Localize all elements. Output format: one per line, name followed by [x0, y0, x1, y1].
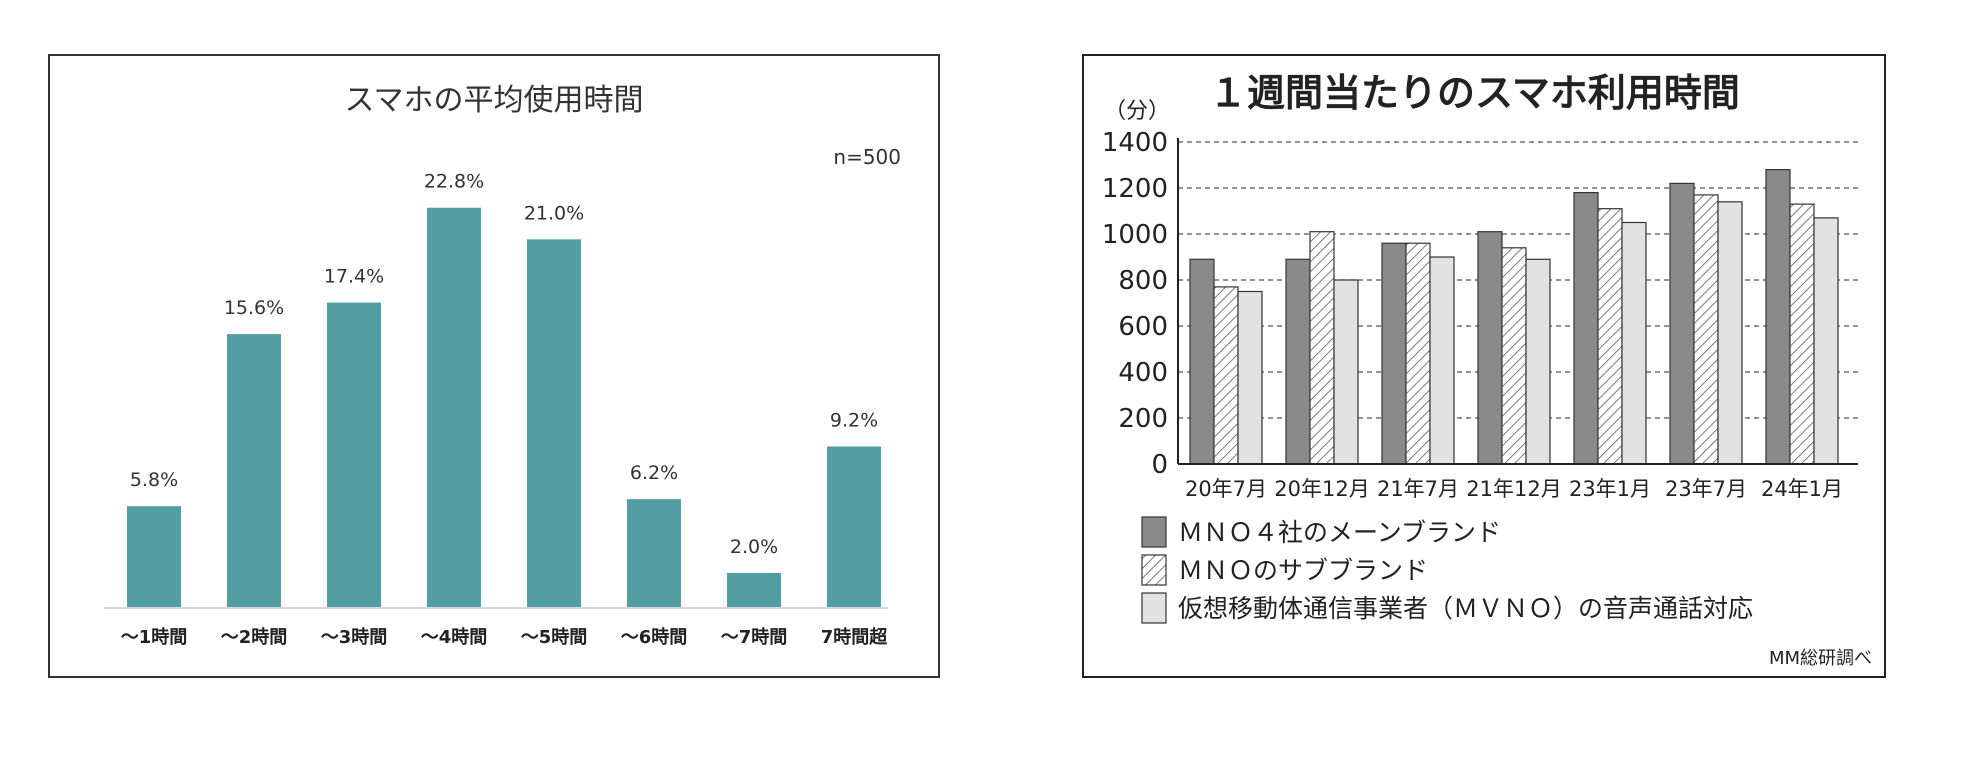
- chart1-bar: [327, 302, 381, 608]
- chart1-bar: [627, 499, 681, 608]
- chart2-bar: [1525, 258, 1551, 465]
- chart1-value-label: 15.6%: [224, 297, 284, 319]
- chart1-bar: [227, 334, 281, 608]
- chart2-y-unit-label: （分）: [1104, 99, 1170, 124]
- chart2-bar: [1477, 231, 1503, 465]
- chart2-x-tick-label: 23年7月: [1665, 477, 1747, 501]
- chart1-category-label: 〜4時間: [421, 627, 488, 648]
- chart2-bar: [1309, 231, 1335, 465]
- chart2-y-tick-label: 800: [1118, 266, 1168, 296]
- chart2-bar: [1213, 286, 1239, 465]
- chart1-bar: [427, 207, 481, 608]
- chart1-value-label: 5.8%: [130, 469, 178, 491]
- chart1-category-label: 〜1時間: [121, 627, 188, 648]
- chart2-bar: [1597, 208, 1623, 465]
- chart2-x-tick-label: 21年7月: [1377, 477, 1459, 501]
- chart2-bar: [1381, 242, 1407, 465]
- chart2-x-tick-label: 20年7月: [1185, 477, 1267, 501]
- chart1-bar: [527, 239, 581, 609]
- chart1-value-label: 6.2%: [630, 462, 678, 484]
- chart1-value-label: 17.4%: [324, 266, 384, 288]
- chart2-x-tick-label: 23年1月: [1569, 477, 1651, 501]
- chart2-bar: [1693, 194, 1719, 465]
- chart2-bar: [1621, 221, 1647, 465]
- chart2-legend-label: 仮想移動体通信事業者（ＭＶＮＯ）の音声通話対応: [1178, 594, 1753, 623]
- chart2-bar: [1813, 217, 1839, 465]
- chart2-y-tick-label: 400: [1118, 358, 1168, 388]
- chart2-x-tick-label: 21年12月: [1466, 477, 1561, 501]
- chart1-category-label: 〜3時間: [321, 627, 388, 648]
- chart2-bar: [1405, 242, 1431, 465]
- usage-histogram-chart: スマホの平均使用時間 n=500 5.8% 〜1時間 15.6% 〜2時間 17.4% 〜…: [48, 54, 940, 678]
- chart1-value-label: 9.2%: [830, 409, 878, 431]
- chart1-category-label: 〜2時間: [221, 627, 288, 648]
- chart2-bar: [1717, 201, 1743, 465]
- chart2-bar: [1669, 182, 1695, 465]
- chart2-y-tick-label: 1200: [1102, 174, 1168, 204]
- chart2-bar: [1285, 258, 1311, 465]
- chart1-sample-size: n=500: [833, 145, 901, 169]
- chart2-legend-label: ＭＮＯ４社のメーンブランド: [1178, 518, 1501, 547]
- chart1-title: スマホの平均使用時間: [344, 83, 643, 118]
- chart2-bar: [1333, 279, 1359, 465]
- chart2-bar: [1789, 203, 1815, 465]
- chart2-bar: [1501, 247, 1527, 465]
- weekly-usage-chart: １週間当たりのスマホ利用時間 （分） 0 200 400 600 800 1000 1200…: [1082, 54, 1886, 678]
- chart2-x-tick-label: 20年12月: [1274, 477, 1369, 501]
- chart1-category-label: 〜7時間: [721, 627, 788, 648]
- chart1-bar: [727, 572, 781, 608]
- chart1-bar: [127, 506, 181, 608]
- chart1-value-label: 2.0%: [730, 536, 778, 558]
- chart2-y-tick-label: 200: [1118, 404, 1168, 434]
- chart1-bar: [827, 446, 881, 608]
- chart2-bar: [1573, 192, 1599, 465]
- chart2-bar: [1429, 256, 1455, 465]
- chart2-title: １週間当たりのスマホ利用時間: [1209, 71, 1740, 115]
- chart2-bar: [1237, 290, 1263, 465]
- chart1-value-label: 22.8%: [424, 171, 484, 193]
- chart2-legend-label: ＭＮＯのサブブランド: [1178, 556, 1428, 585]
- chart2-bar: [1765, 168, 1791, 465]
- chart2-y-tick-label: 1400: [1102, 128, 1168, 158]
- chart1-category-label: 〜6時間: [621, 627, 688, 648]
- chart2-y-tick-label: 600: [1118, 312, 1168, 342]
- chart2-source-note: MM総研調べ: [1769, 648, 1872, 669]
- chart2-y-tick-label: 0: [1151, 450, 1168, 480]
- chart1-category-label: 〜5時間: [521, 627, 588, 648]
- chart2-y-tick-label: 1000: [1102, 220, 1168, 250]
- chart2-legend-swatch: [1141, 592, 1167, 624]
- chart2-x-tick-label: 24年1月: [1761, 477, 1843, 501]
- chart1-frame: [48, 54, 940, 678]
- chart1-value-label: 21.0%: [524, 202, 584, 224]
- chart2-bar: [1189, 258, 1215, 465]
- chart2-legend-swatch: [1141, 554, 1167, 586]
- chart1-category-label: 7時間超: [821, 626, 889, 648]
- chart2-legend-swatch: [1141, 516, 1167, 548]
